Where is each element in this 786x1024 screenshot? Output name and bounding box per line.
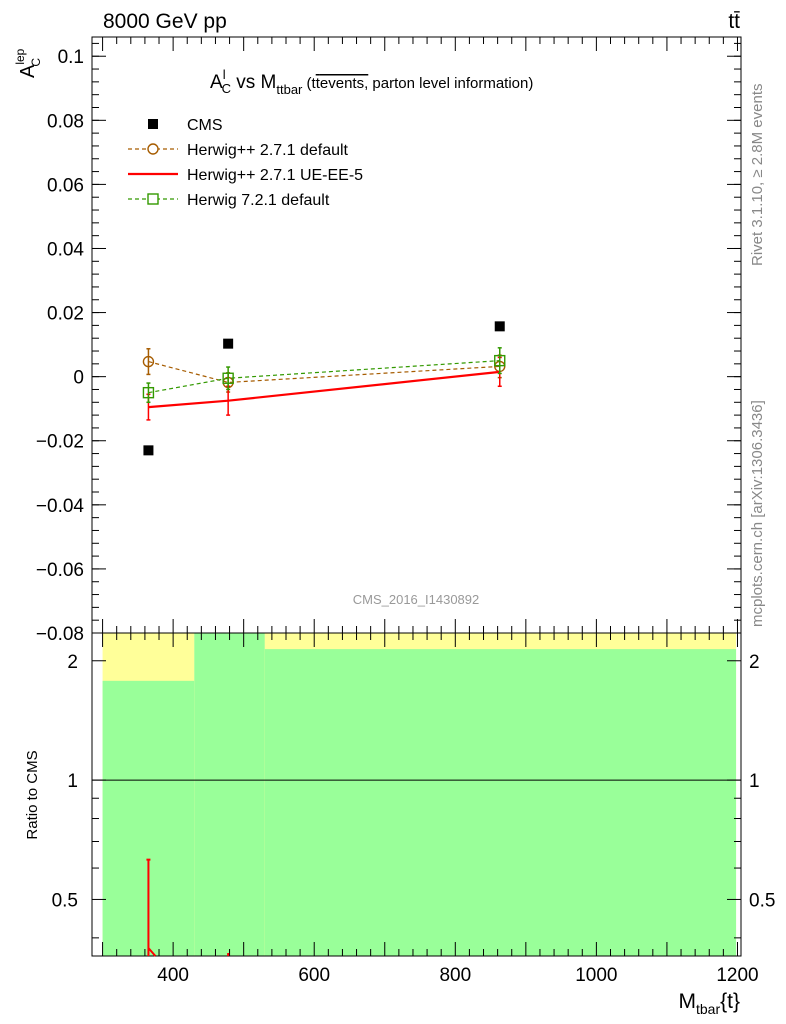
ratio-tick-label-right: 0.5: [749, 890, 775, 911]
y-tick-label: 0.1: [58, 47, 84, 68]
data-point: [223, 338, 234, 349]
plot-title: Al C vs Mttbar (ttevents, parton level in…: [210, 67, 533, 97]
ratio-series-group: [146, 858, 230, 957]
legend-label: CMS: [187, 117, 223, 134]
y-tick-label: 0.06: [47, 175, 84, 196]
x-tick-label: 1200: [716, 965, 758, 986]
legend: CMS Herwig++ 2.7.1 default Herwig++ 2.7.1 …: [128, 117, 363, 209]
x-axis: 400 600 800 1000 1200: [102, 37, 759, 986]
main-y-axis-label: Alep C: [13, 48, 43, 78]
y-tick-label: −0.06: [36, 560, 84, 581]
legend-label: Herwig 7.2.1 default: [187, 192, 330, 209]
legend-item: Herwig++ 2.7.1 default: [128, 142, 349, 159]
ratio-tick-label: 0.5: [52, 890, 78, 911]
ratio-uncertainty-bands: [102, 633, 737, 956]
green-band-2: [264, 649, 737, 956]
series-2: [146, 356, 502, 421]
data-point: [494, 354, 506, 367]
ratio-tick-label-right: 2: [749, 652, 760, 673]
ratio-line-segment: [147, 947, 157, 957]
series-line: [148, 360, 500, 394]
svg-text:Ratio to CMS: Ratio to CMS: [24, 750, 41, 839]
legend-item: Herwig 7.2.1 default: [128, 192, 330, 209]
y-tick-label: 0: [73, 368, 84, 389]
ratio-series-0: [146, 858, 230, 957]
ratio-y-axis-label: Ratio to CMS: [24, 750, 41, 839]
legend-marker: [148, 119, 158, 129]
y-tick-label: −0.02: [36, 432, 84, 453]
data-point: [222, 372, 234, 384]
legend-marker: [147, 143, 159, 155]
data-point: [143, 445, 154, 456]
ratio-y-axis: 0.5 0.5 1 1 2 2: [52, 652, 775, 939]
main-series-group: [142, 321, 506, 456]
ratio-tick-label: 1: [67, 771, 78, 792]
series-0: [143, 321, 505, 456]
series-1: [142, 348, 506, 393]
legend-marker: [147, 193, 159, 205]
main-y-axis: −0.08 −0.06 −0.04 −0.02 0 0.02 0.04 0.06 0.08 0.1: [36, 42, 741, 645]
x-tick-label: 800: [439, 965, 471, 986]
legend-item: Herwig++ 2.7.1 UE-EE-5: [128, 167, 363, 184]
x-tick-label: 600: [298, 965, 330, 986]
y-tick-label: 0.08: [47, 111, 84, 132]
y-tick-label: −0.04: [36, 496, 85, 517]
svg-text:mcplots.cern.ch [arXiv:1306.34: mcplots.cern.ch [arXiv:1306.3436]: [749, 400, 766, 627]
legend-label: Herwig++ 2.7.1 default: [187, 142, 349, 159]
legend-item: CMS: [148, 117, 223, 134]
energy-label: 8000 GeV pp: [103, 10, 227, 33]
series-3: [142, 347, 506, 404]
analysis-watermark: CMS_2016_I1430892: [353, 592, 480, 607]
x-tick-label: 1000: [575, 965, 617, 986]
ratio-tick-label-right: 1: [749, 771, 760, 792]
x-axis-label: Mtbar{t}: [679, 990, 741, 1017]
y-tick-label: 0.04: [47, 239, 84, 260]
ratio-tick-label: 2: [67, 652, 78, 673]
green-band-1: [194, 633, 265, 956]
data-point: [142, 386, 155, 399]
svg-text:Rivet 3.1.10, ≥ 2.8M events: Rivet 3.1.10, ≥ 2.8M events: [749, 84, 766, 267]
x-tick-label: 400: [157, 965, 189, 986]
y-tick-label: 0.02: [47, 304, 84, 325]
legend-label: Herwig++ 2.7.1 UE-EE-5: [187, 167, 363, 184]
y-tick-label: −0.08: [36, 624, 84, 645]
data-point: [494, 321, 505, 332]
mcplots-label: mcplots.cern.ch [arXiv:1306.3436]: [749, 400, 766, 627]
data-point: [142, 355, 155, 368]
rivet-label: Rivet 3.1.10, ≥ 2.8M events: [749, 84, 766, 267]
ratio-plot-frame: [91, 632, 742, 957]
process-label: tt̄: [728, 10, 740, 33]
